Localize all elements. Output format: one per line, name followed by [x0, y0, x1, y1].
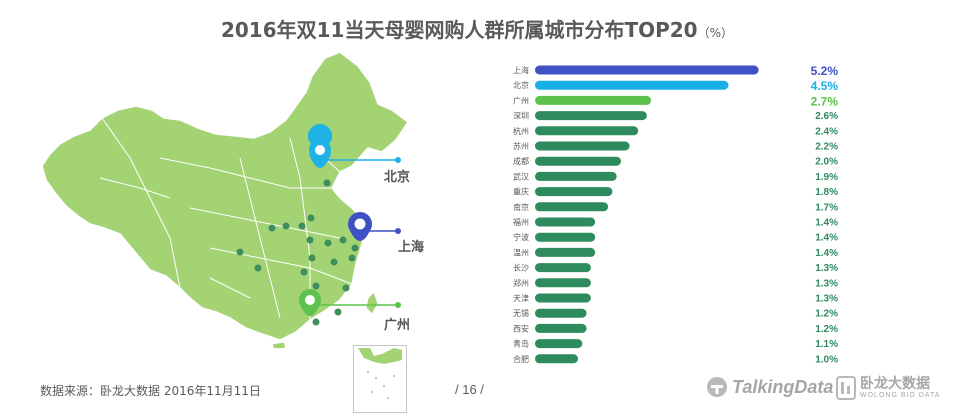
- value-label: 1.8%: [815, 187, 838, 198]
- inset-map: [358, 348, 402, 399]
- title-unit: （%）: [697, 26, 734, 40]
- value-label: 2.7%: [811, 94, 839, 108]
- guangzhou-pin-icon: [299, 289, 321, 316]
- bar: [535, 141, 630, 151]
- value-label: 2.2%: [815, 142, 838, 153]
- hainan-island: [271, 341, 287, 348]
- category-label: 上海: [513, 65, 529, 75]
- value-label: 1.7%: [815, 202, 838, 213]
- category-label: 成都: [513, 156, 529, 166]
- bar: [535, 95, 652, 105]
- category-label: 杭州: [513, 126, 529, 136]
- category-label: 长沙: [513, 263, 529, 273]
- value-label: 1.2%: [815, 324, 838, 335]
- taiwan-island: [365, 291, 379, 315]
- value-label: 1.3%: [815, 294, 838, 305]
- category-label: 天津: [513, 293, 529, 303]
- callout-guangzhou: 广州: [384, 318, 411, 333]
- talkingdata-wordmark: TalkingData: [732, 376, 834, 397]
- bar: [535, 247, 596, 257]
- category-label: 广州: [513, 95, 529, 105]
- south-china-sea-inset: [353, 345, 407, 413]
- bar: [535, 293, 591, 303]
- category-label: 郑州: [513, 278, 529, 288]
- value-label: 1.0%: [815, 354, 838, 365]
- bar: [535, 111, 647, 121]
- value-label: 1.3%: [815, 263, 838, 274]
- category-label: 南京: [513, 202, 529, 212]
- bar: [535, 80, 729, 90]
- value-label: 2.4%: [815, 126, 838, 137]
- bar: [535, 187, 613, 197]
- value-label: 1.3%: [815, 278, 838, 289]
- bar: [535, 171, 617, 181]
- page-title: 2016年双11当天母婴网购人群所属城市分布TOP20（%）: [0, 14, 954, 43]
- value-label: 1.4%: [815, 233, 838, 244]
- bar: [535, 278, 591, 288]
- wolong-logo: 卧龙大数据 WOLONG BIG DATA: [836, 376, 940, 400]
- talkingdata-mark-icon: [707, 377, 727, 397]
- title-text: 2016年双11当天母婴网购人群所属城市分布TOP20: [220, 18, 698, 42]
- category-label: 北京: [513, 80, 529, 90]
- city-dots: [236, 179, 359, 326]
- wolong-mark-icon: [836, 376, 856, 400]
- value-label: 2.6%: [815, 111, 838, 122]
- value-label: 1.9%: [815, 172, 838, 183]
- category-label: 温州: [513, 248, 529, 257]
- category-label: 青岛: [513, 339, 529, 349]
- category-label: 西安: [513, 323, 529, 333]
- category-label: 合肥: [513, 354, 529, 364]
- china-map: [41, 51, 410, 348]
- category-label: 无锡: [513, 309, 529, 318]
- bar: [535, 263, 591, 273]
- bar: [535, 65, 759, 75]
- bar: [535, 354, 578, 364]
- category-label: 宁波: [513, 232, 529, 242]
- callout-beijing: 北京: [384, 170, 411, 185]
- value-label: 4.5%: [811, 79, 839, 93]
- data-source-note: 数据来源：卧龙大数据 2016年11月11日: [40, 384, 261, 398]
- value-label: 2.0%: [815, 157, 838, 168]
- category-label: 苏州: [513, 141, 529, 151]
- wolong-wordmark-cn: 卧龙大数据: [860, 376, 930, 392]
- wolong-wordmark-en: WOLONG BIG DATA: [860, 392, 941, 399]
- bar: [535, 339, 583, 349]
- shanghai-pin-icon: [348, 212, 372, 241]
- bar: [535, 217, 596, 227]
- category-label: 深圳: [513, 111, 529, 121]
- value-label: 1.4%: [815, 218, 838, 229]
- bar: [535, 323, 587, 333]
- category-label: 福州: [513, 218, 529, 227]
- bar: [535, 308, 587, 318]
- beijing-pin-icon: [308, 124, 333, 170]
- value-label: 1.1%: [815, 339, 838, 350]
- value-label: 5.2%: [811, 64, 839, 78]
- talkingdata-logo: TalkingData: [706, 376, 833, 398]
- bar: [535, 232, 596, 242]
- value-label: 1.2%: [815, 309, 838, 320]
- china-map-shape: [41, 51, 410, 341]
- bar-chart: 上海 5.2% 北京 4.5% 广州 2.7% 深圳 2.6% 杭州 2.4% 苏州 2.2% 成都 2.…: [513, 64, 839, 365]
- page-number: / 16 /: [455, 382, 484, 397]
- bar: [535, 156, 621, 166]
- province-borders: [99, 117, 353, 320]
- bar: [535, 126, 639, 136]
- category-label: 重庆: [513, 187, 529, 197]
- category-label: 武汉: [513, 171, 529, 181]
- callout-shanghai: 上海: [398, 240, 425, 255]
- bar: [535, 202, 609, 212]
- value-label: 1.4%: [815, 248, 838, 259]
